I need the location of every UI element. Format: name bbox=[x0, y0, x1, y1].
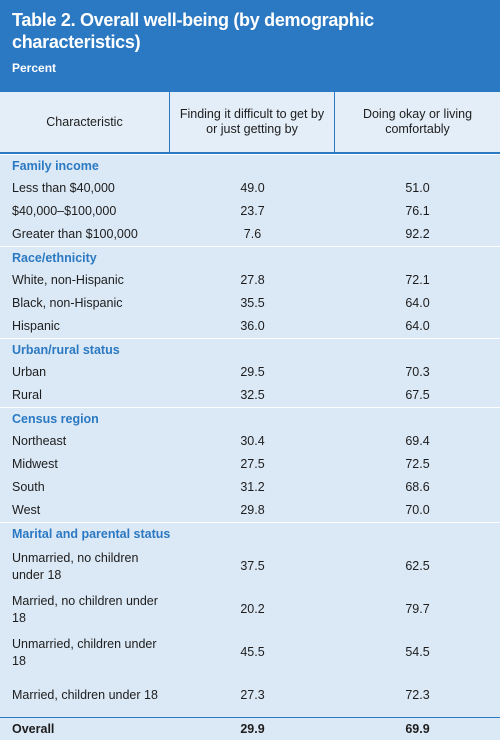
value-cell: 72.1 bbox=[405, 273, 430, 287]
value-cell: 69.9 bbox=[405, 721, 430, 736]
value-cell: 69.4 bbox=[405, 434, 430, 448]
table-row: Midwest 27.5 72.5 bbox=[0, 453, 500, 476]
value-cell: 79.7 bbox=[405, 602, 430, 616]
value-cell: 45.5 bbox=[240, 645, 265, 659]
value-cell: 68.6 bbox=[405, 480, 430, 494]
column-label: Finding it difficult to get by or just g… bbox=[170, 92, 335, 152]
table-row: $40,000–$100,000 23.7 76.1 bbox=[0, 200, 500, 223]
table-row: Unmarried, children under 18 45.5 54.5 bbox=[0, 631, 500, 674]
table-header: Table 2. Overall well-being (by demograp… bbox=[0, 0, 500, 92]
table-row: West 29.8 70.0 bbox=[0, 499, 500, 522]
row-label: Greater than $100,000 bbox=[12, 227, 138, 241]
table-row: Greater than $100,000 7.6 92.2 bbox=[0, 223, 500, 246]
table-row: Less than $40,000 49.0 51.0 bbox=[0, 177, 500, 200]
value-cell: 70.3 bbox=[405, 365, 430, 379]
row-label: Less than $40,000 bbox=[12, 181, 115, 195]
value-cell: 64.0 bbox=[405, 296, 430, 310]
row-label: West bbox=[12, 503, 41, 517]
row-label: Married, children under 18 bbox=[12, 688, 158, 702]
value-cell: 36.0 bbox=[240, 319, 265, 333]
table-row: South 31.2 68.6 bbox=[0, 476, 500, 499]
row-label: White, non-Hispanic bbox=[12, 273, 124, 287]
value-cell: 32.5 bbox=[240, 388, 265, 402]
value-cell: 7.6 bbox=[243, 227, 262, 241]
table-row: Black, non-Hispanic 35.5 64.0 bbox=[0, 292, 500, 315]
subtitle: Percent bbox=[12, 61, 57, 75]
section-heading: Family income bbox=[0, 154, 500, 177]
value-cell: 35.5 bbox=[240, 296, 265, 310]
row-label: Unmarried, no children under 18 bbox=[12, 550, 139, 582]
column-header: Characteristic Finding it difficult to g… bbox=[0, 92, 500, 154]
value-cell: 31.2 bbox=[240, 480, 265, 494]
title: Table 2. Overall well-being (by demograp… bbox=[12, 10, 374, 52]
row-label: Rural bbox=[12, 388, 42, 402]
value-cell: 54.5 bbox=[405, 645, 430, 659]
row-label: Hispanic bbox=[12, 319, 60, 333]
value-cell: 29.5 bbox=[240, 365, 265, 379]
section-heading: Census region bbox=[0, 407, 500, 430]
value-cell: 27.3 bbox=[240, 688, 265, 702]
row-label: Urban bbox=[12, 365, 47, 379]
section-heading: Marital and parental status bbox=[0, 522, 500, 545]
section-heading: Urban/rural status bbox=[0, 338, 500, 361]
value-cell: 37.5 bbox=[240, 559, 265, 573]
row-label: Overall bbox=[12, 721, 55, 736]
section-heading: Race/ethnicity bbox=[0, 246, 500, 269]
row-label: $40,000–$100,000 bbox=[12, 204, 117, 218]
value-cell: 20.2 bbox=[240, 602, 265, 616]
column-label: Doing okay or living comfortably bbox=[362, 107, 473, 136]
value-cell: 92.2 bbox=[405, 227, 430, 241]
value-cell: 49.0 bbox=[240, 181, 265, 195]
row-label: South bbox=[12, 480, 45, 494]
row-label: Unmarried, children under 18 bbox=[12, 636, 157, 668]
column-label: Characteristic bbox=[0, 92, 170, 152]
value-cell: 72.5 bbox=[405, 457, 430, 471]
value-cell: 23.7 bbox=[240, 204, 265, 218]
value-cell: 62.5 bbox=[405, 559, 430, 573]
table-row: Rural 32.5 67.5 bbox=[0, 384, 500, 407]
value-cell: 29.9 bbox=[240, 721, 265, 736]
value-cell: 72.3 bbox=[405, 688, 430, 702]
table-row: Married, no children under 18 20.2 79.7 bbox=[0, 588, 500, 631]
table-row: White, non-Hispanic 27.8 72.1 bbox=[0, 269, 500, 292]
table-row: Urban 29.5 70.3 bbox=[0, 361, 500, 384]
value-cell: 67.5 bbox=[405, 388, 430, 402]
row-label: Midwest bbox=[12, 457, 58, 471]
row-label: Northeast bbox=[12, 434, 67, 448]
table-row: Married, children under 18 27.3 72.3 bbox=[0, 674, 500, 717]
row-label: Married, no children under 18 bbox=[12, 593, 158, 625]
value-cell: 30.4 bbox=[240, 434, 265, 448]
row-label: Black, non-Hispanic bbox=[12, 296, 123, 310]
value-cell: 64.0 bbox=[405, 319, 430, 333]
table-row: Overall 29.9 69.9 bbox=[0, 717, 500, 740]
value-cell: 70.0 bbox=[405, 503, 430, 517]
table-row: Northeast 30.4 69.4 bbox=[0, 430, 500, 453]
table-row: Unmarried, no children under 18 37.5 62.5 bbox=[0, 545, 500, 588]
table-row: Hispanic 36.0 64.0 bbox=[0, 315, 500, 338]
table-body: Family income Less than $40,000 49.0 51.0 $4… bbox=[0, 154, 500, 740]
value-cell: 29.8 bbox=[240, 503, 265, 517]
value-cell: 27.8 bbox=[240, 273, 265, 287]
value-cell: 76.1 bbox=[405, 204, 430, 218]
value-cell: 51.0 bbox=[405, 181, 430, 195]
value-cell: 27.5 bbox=[240, 457, 265, 471]
